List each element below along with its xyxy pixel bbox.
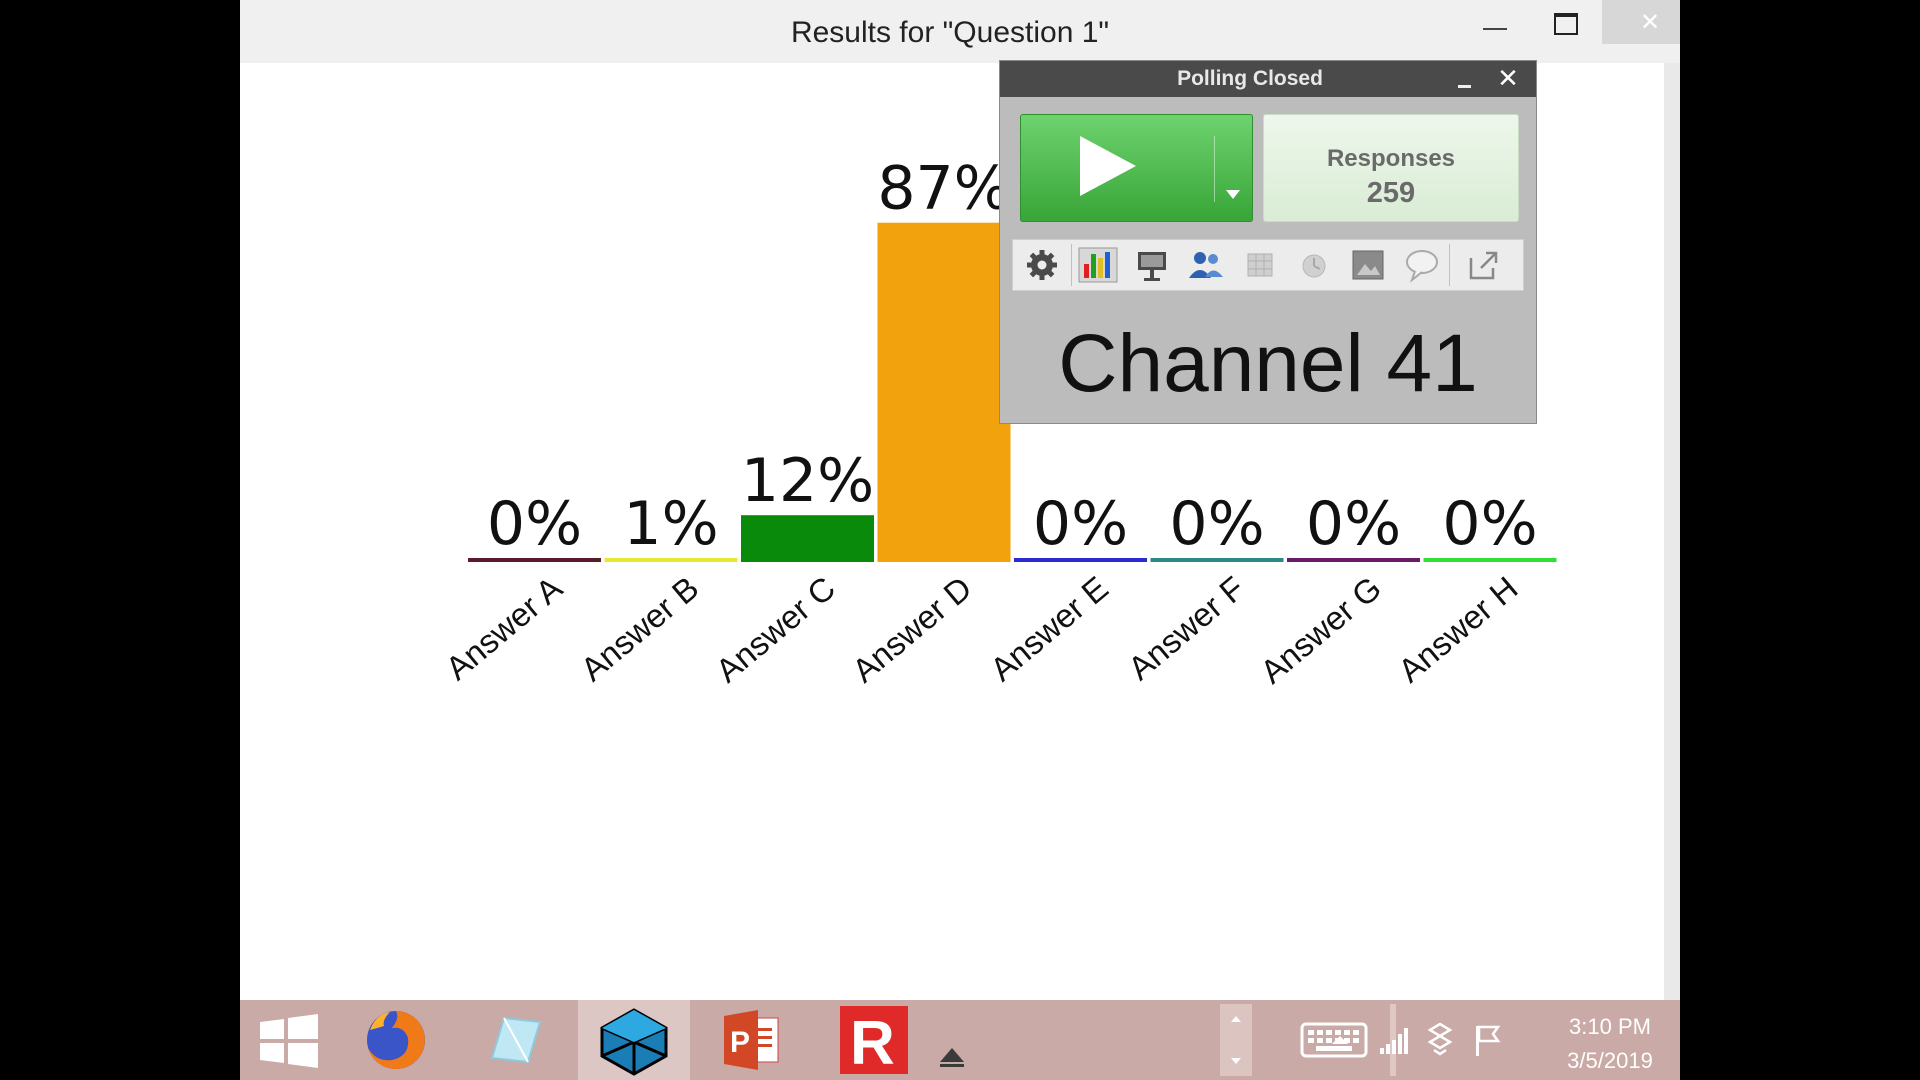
toolbar-separator (1449, 244, 1450, 286)
notepad-icon[interactable] (474, 1000, 554, 1080)
channel-label: Channel 41 (1058, 318, 1478, 409)
polling-close-button[interactable]: ✕ (1497, 64, 1519, 94)
bar-answer-b (604, 558, 738, 562)
firefox-icon[interactable] (356, 1000, 436, 1080)
maximize-button[interactable] (1530, 0, 1600, 44)
timer-icon[interactable] (1291, 244, 1337, 286)
category-label: Answer H (1391, 569, 1524, 689)
category-label: Answer A (438, 569, 569, 687)
responseware-icon[interactable]: R (818, 1000, 928, 1080)
windows-start-icon[interactable] (254, 1000, 324, 1080)
bar-value-label: 1% (623, 489, 718, 559)
bar-value-label: 12% (741, 446, 874, 516)
polling-minimize-button[interactable] (1448, 61, 1480, 97)
clock[interactable]: 3:10 PM 3/5/2019 (1540, 1010, 1680, 1078)
clock-date: 3/5/2019 (1567, 1048, 1653, 1073)
play-icon (1080, 136, 1136, 196)
bar-answer-h (1423, 558, 1557, 562)
category-label: Answer D (845, 569, 978, 689)
toolbar-separator (1071, 244, 1072, 286)
chevron-up-icon[interactable] (1320, 1000, 1360, 1080)
category-label: Answer C (709, 569, 842, 689)
bar-value-label: 0% (1442, 489, 1537, 559)
responses-box[interactable]: Responses 259 (1263, 114, 1519, 222)
svg-text:R: R (850, 1009, 895, 1078)
bar-answer-c (741, 515, 874, 562)
category-label: Answer G (1253, 569, 1388, 690)
polling-toolbar (1012, 239, 1524, 291)
close-icon: ✕ (1639, 8, 1661, 36)
bar-answer-f (1150, 558, 1284, 562)
export-icon[interactable] (1461, 244, 1507, 286)
bar-answer-d (877, 222, 1011, 562)
participants-icon[interactable] (1183, 244, 1229, 286)
dropbox-icon[interactable] (1416, 1000, 1466, 1080)
category-label: Answer F (1121, 569, 1252, 687)
minimize-button[interactable] (1460, 0, 1530, 44)
bar-answer-a (468, 558, 601, 562)
responses-count: 259 (1366, 177, 1416, 209)
signal-icon[interactable] (1368, 1000, 1418, 1080)
comment-icon[interactable] (1399, 244, 1445, 286)
taskbar-scroll-arrows[interactable] (1220, 1000, 1260, 1080)
results-bar-chart: 0% Answer A 1% Answer B 12% Answer C 87% Answer… (438, 154, 1557, 690)
sketchup-icon[interactable] (578, 1000, 690, 1080)
window-right-edge (1664, 63, 1680, 1000)
grid-icon[interactable] (1237, 244, 1283, 286)
responses-label: Responses (1326, 145, 1456, 172)
bar-value-label: 0% (1306, 489, 1401, 559)
polling-widget: Polling Closed ✕ Responses 259 (999, 60, 1537, 424)
window-title: Results for "Question 1" (790, 16, 1110, 49)
polling-widget-header[interactable]: Polling Closed ✕ (1000, 61, 1536, 97)
svg-text:P: P (730, 1026, 750, 1059)
category-label: Answer B (574, 569, 706, 688)
presentation-icon[interactable] (1129, 244, 1175, 286)
category-label: Answer E (983, 569, 1115, 688)
bar-chart-icon[interactable] (1075, 244, 1121, 286)
window-titlebar[interactable]: Results for "Question 1" ✕ (240, 0, 1680, 63)
start-polling-button[interactable] (1020, 114, 1253, 222)
polling-status: Polling Closed (1177, 67, 1323, 90)
bar-value-label: 0% (1033, 489, 1128, 559)
results-window: Results for "Question 1" ✕ 0% Answer A 1% A… (240, 0, 1680, 1000)
bar-value-label: 87% (877, 154, 1010, 224)
taskbar: P R 3: (240, 1000, 1680, 1080)
clock-time: 3:10 PM (1569, 1014, 1651, 1039)
chevron-down-icon[interactable] (1226, 190, 1240, 199)
screenshot-icon[interactable] (1345, 244, 1391, 286)
gear-icon[interactable] (1019, 244, 1065, 286)
flag-icon[interactable] (1462, 1000, 1512, 1080)
button-divider (1214, 136, 1215, 202)
powerpoint-icon[interactable]: P (702, 1000, 802, 1080)
close-button[interactable]: ✕ (1602, 0, 1680, 44)
channel-area: Channel 41 (1000, 305, 1536, 423)
bar-answer-g (1287, 558, 1420, 562)
bar-value-label: 0% (487, 489, 582, 559)
bar-answer-e (1014, 558, 1147, 562)
desktop-screen: Results for "Question 1" ✕ 0% Answer A 1% A… (240, 0, 1680, 1080)
bar-value-label: 0% (1169, 489, 1264, 559)
